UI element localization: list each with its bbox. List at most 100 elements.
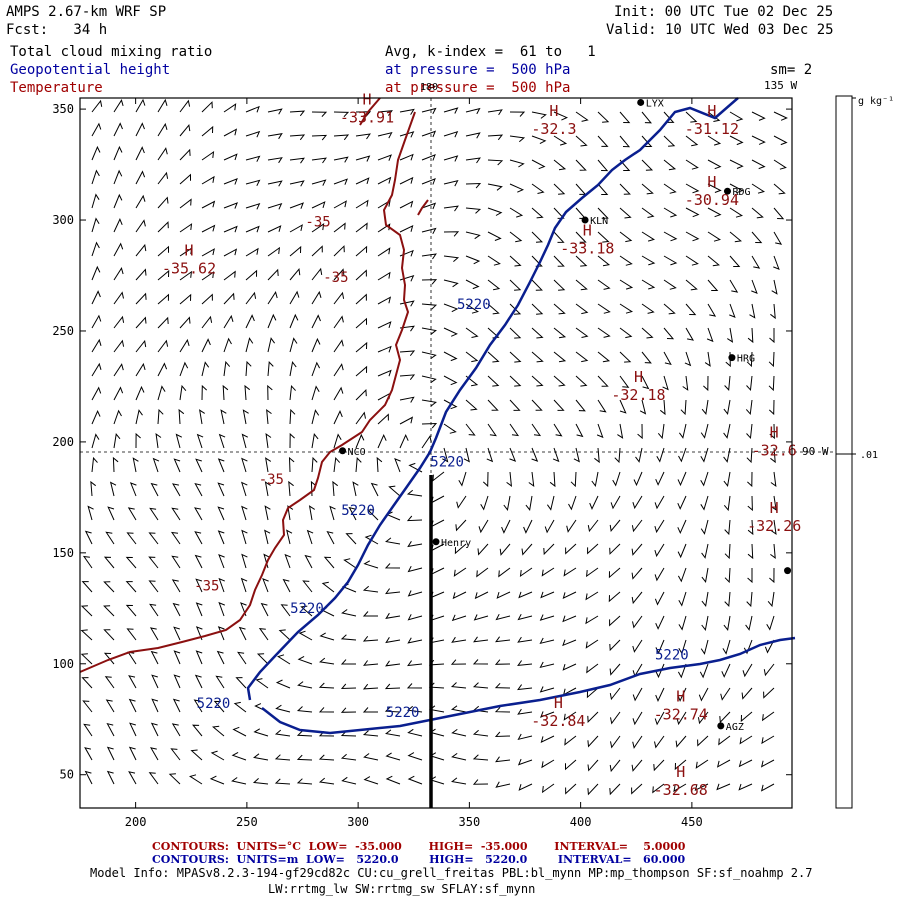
center-letter: H [634,368,643,386]
wind-barb [218,554,225,569]
wind-barb [240,481,248,497]
wind-barb [677,543,687,559]
wind-barb [311,337,321,353]
wind-barb [677,495,687,510]
wind-barb [656,447,665,463]
wind-barb [430,519,445,528]
wind-barb [472,754,489,761]
wind-barb [587,543,599,555]
wind-barb [91,362,102,377]
wind-barb [575,279,588,291]
wind-barb [632,735,643,749]
wind-barb [179,293,192,305]
wind-barb [678,591,687,607]
wind-barb [172,602,181,617]
center-value: -33.91 [340,109,394,127]
wind-barb [421,399,437,407]
wind-barb [201,361,210,377]
wind-barb [238,626,247,641]
wind-barb [407,590,423,597]
wind-barb [768,399,775,416]
wind-barb [267,157,283,164]
wind-barb [105,531,115,545]
wind-barb [707,159,722,170]
wind-barb [641,159,654,171]
wind-barb [179,124,191,137]
wind-barb [376,456,383,473]
wind-barb [477,543,489,556]
y-tick-label: 250 [52,324,74,338]
footer-model-info-2: LW:rrtmg_lw SW:rrtmg_sw SFLAY:sf_mynn [268,882,536,896]
wind-barb [641,183,654,195]
wind-barb [135,170,146,185]
pressure-level-blue: at pressure = 500 hPa [385,62,571,78]
wind-barb [385,752,401,761]
wind-barb [237,651,247,665]
wind-barb [355,341,368,353]
wind-barb [443,107,459,114]
wind-barb [113,266,124,281]
wind-barb [655,639,665,655]
wind-barb [677,567,687,583]
wind-barb [724,567,731,584]
wind-barb [495,636,511,643]
wind-barb [241,505,248,521]
wind-barb [443,423,457,434]
wind-barb [113,145,123,161]
wind-barb [700,495,709,511]
wind-barb [218,601,225,617]
wind-barb [173,674,181,689]
wind-barb [377,433,387,449]
wind-barb [135,146,145,161]
wind-barb [407,752,423,761]
wind-barb [494,659,511,665]
wind-barb [209,775,225,785]
wind-barb [565,783,577,795]
wind-barb [384,706,401,713]
wind-barb [454,543,467,555]
wind-barb [306,529,314,545]
colorbar-units: g kg⁻¹ [858,96,895,107]
wind-barb [129,722,137,737]
center-value: -32.18 [611,386,665,404]
wind-barb [495,756,511,763]
wind-barb [563,567,577,577]
wind-barb [546,495,555,511]
wind-barb [747,327,754,344]
wind-barb [523,519,533,534]
wind-barb [610,735,621,749]
wind-barb [729,255,741,267]
wind-barb [565,543,577,555]
wind-barb [377,271,391,281]
wind-barb [245,202,261,210]
wind-barb [699,663,709,679]
wind-barb [362,730,379,737]
wind-barb [663,183,677,194]
forecast-hour: Fcst: 34 h [6,22,108,38]
wind-barb [194,674,203,689]
wind-barb [267,384,273,401]
wind-barb [355,365,368,377]
wind-barb [747,543,754,560]
wind-barb [399,416,414,425]
wind-barb [421,107,437,115]
wind-barb [619,375,630,388]
wind-barb [487,159,504,166]
wind-barb [685,279,698,291]
wind-barb [377,345,392,353]
wind-barb [465,279,480,290]
wind-barb [482,471,489,488]
wind-barb [746,351,753,368]
x-tick-label: 250 [236,815,258,829]
center-letter: H [707,173,716,191]
temp-contour-label: -35 [194,579,219,595]
wind-barb [663,255,678,266]
wind-barb [678,615,687,631]
wind-barb [311,314,321,329]
wind-barb [531,447,539,462]
wind-barb [385,775,401,785]
wind-barb [297,681,313,689]
wind-barb [363,776,379,785]
wind-barb [289,180,305,187]
x-tick-label: 400 [570,815,592,829]
